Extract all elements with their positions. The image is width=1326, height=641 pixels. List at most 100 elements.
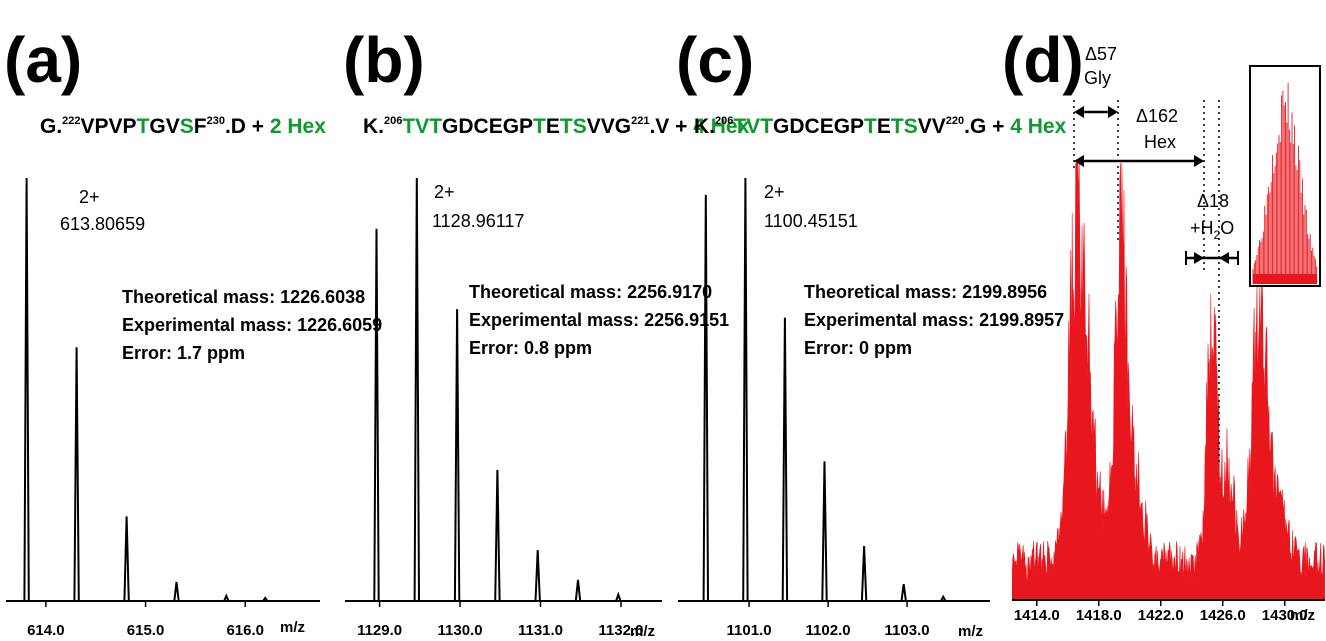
panel-b-ticks: 1129.0 1130.0 1131.0 1132.0: [357, 601, 643, 639]
inset-baseline: [1253, 274, 1317, 284]
sequence-part: 2 Hex: [270, 115, 326, 138]
sequence-part: 222: [62, 115, 80, 127]
x-tick-label: 1101.0: [727, 622, 772, 639]
inset-spectrum: [1252, 82, 1318, 284]
panel-a-spectrum: [6, 177, 320, 602]
x-tick-label: 1414.0: [1014, 607, 1060, 624]
sequence-part: S: [180, 115, 194, 138]
sequence-part: 220: [946, 115, 964, 127]
panel-d-ticks: 1414.0 1418.0 1422.0 1426.0 1430.0: [1014, 600, 1308, 624]
panel-c-sequence: K.206TVTGDCEGPTETSVV220.G + 4 Hex: [694, 115, 1067, 138]
panel-a-sequence: G.222VPVPTGVSF230.D + 2 Hex: [40, 115, 326, 138]
sequence-part: .V +: [649, 115, 693, 138]
sequence-part: T: [137, 115, 150, 138]
water-arrow: [1185, 251, 1239, 265]
sequence-part: E: [546, 115, 560, 138]
x-tick-label: 616.0: [226, 622, 264, 639]
sequence-part: GV: [149, 115, 179, 138]
panel-c-charge: 2+: [764, 182, 785, 202]
x-tick-label: 1418.0: [1076, 607, 1122, 624]
sequence-part: TS: [891, 115, 918, 138]
sequence-part: T: [429, 115, 442, 138]
panel-c-peak-mz: 1100.45151: [764, 211, 858, 231]
panel-a: (a) G.222VPVPTGVSF230.D + 2 Hex 614.0 615…: [4, 24, 382, 639]
sequence-part: 4 Hex: [693, 115, 749, 138]
panel-d: (d) 1414.0 1418.0 1422.0 1426.0 1430.0 m/z Δ…: [1002, 24, 1325, 624]
sequence-part: 206: [384, 115, 402, 127]
sequence-part: .G +: [964, 115, 1010, 138]
panel-b-charge: 2+: [434, 182, 455, 202]
x-tick-label: 1130.0: [438, 622, 483, 639]
water-delta: Δ18: [1197, 191, 1229, 211]
panel-a-peak-mz: 613.80659: [60, 214, 145, 234]
hex-delta: Δ162: [1136, 106, 1178, 126]
panel-a-charge: 2+: [79, 187, 100, 207]
sequence-part: F: [194, 115, 207, 138]
panel-b: (b) K.206TVTGDCEGPTETSVVG221.V + 4 Hex 1…: [343, 24, 750, 640]
panel-a-theoretical-mass: Theoretical mass: 1226.6038: [122, 287, 365, 307]
sequence-part: 4 Hex: [1010, 115, 1066, 138]
sequence-part: VVG: [587, 115, 631, 138]
sequence-part: T: [864, 115, 877, 138]
panel-b-xlabel: m/z: [630, 623, 655, 640]
sequence-part: 206: [715, 115, 733, 127]
panel-d-spectrum: [1012, 162, 1325, 600]
gly-arrow: [1074, 106, 1118, 118]
sequence-part: GDCEGP: [773, 115, 864, 138]
panel-b-label: (b): [343, 24, 425, 96]
sequence-part: TV: [402, 115, 429, 138]
sequence-part: T: [760, 115, 773, 138]
x-tick-label: 1129.0: [357, 622, 402, 639]
panel-b-sequence: K.206TVTGDCEGPTETSVVG221.V + 4 Hex: [363, 115, 750, 138]
hex-label: Hex: [1144, 132, 1176, 152]
sequence-part: TS: [560, 115, 587, 138]
panel-a-ticks: 614.0 615.0 616.0: [27, 601, 264, 639]
x-tick-label: 1132.0: [598, 622, 643, 639]
sequence-part: G.: [40, 115, 62, 138]
sequence-part: K.: [363, 115, 384, 138]
panel-b-experimental-mass: Experimental mass: 2256.9151: [469, 310, 729, 330]
panel-b-theoretical-mass: Theoretical mass: 2256.9170: [469, 282, 712, 302]
x-tick-label: 1426.0: [1200, 607, 1246, 624]
panel-a-xlabel: m/z: [280, 619, 305, 636]
hex-arrow: [1074, 155, 1204, 167]
panel-c-error: Error: 0 ppm: [804, 338, 912, 358]
sequence-part: E: [877, 115, 891, 138]
sequence-part: T: [533, 115, 546, 138]
water-label: +H2O: [1190, 218, 1234, 242]
panel-d-label: (d): [1002, 24, 1084, 96]
panel-a-error: Error: 1.7 ppm: [122, 343, 245, 363]
panel-b-spectrum: [345, 177, 662, 602]
sequence-part: VPVP: [81, 115, 137, 138]
panel-c-spectrum: [678, 177, 990, 602]
sequence-part: 221: [631, 115, 649, 127]
panel-a-label: (a): [4, 24, 82, 96]
x-tick-label: 615.0: [127, 622, 165, 639]
gly-delta: Δ57: [1085, 44, 1117, 64]
sequence-part: VV: [918, 115, 946, 138]
x-tick-label: 614.0: [27, 622, 65, 639]
panel-c-xlabel: m/z: [958, 623, 983, 640]
x-tick-label: 1102.0: [806, 622, 851, 639]
panel-c: (c) K.206TVTGDCEGPTETSVV220.G + 4 Hex 11…: [676, 24, 1067, 640]
sequence-part: 230: [207, 115, 225, 127]
x-tick-label: 1430.0: [1262, 607, 1308, 624]
panel-c-ticks: 1101.0 1102.0 1103.0: [727, 601, 930, 639]
gly-label: Gly: [1084, 68, 1111, 88]
panel-b-peak-mz: 1128.96117: [432, 211, 524, 231]
x-tick-label: 1131.0: [518, 622, 563, 639]
panel-c-theoretical-mass: Theoretical mass: 2199.8956: [804, 282, 1047, 302]
sequence-part: .D +: [225, 115, 270, 138]
panel-c-label: (c): [676, 24, 754, 96]
panel-c-experimental-mass: Experimental mass: 2199.8957: [804, 310, 1064, 330]
panel-a-experimental-mass: Experimental mass: 1226.6059: [122, 315, 382, 335]
x-tick-label: 1103.0: [885, 622, 930, 639]
sequence-part: TV: [733, 115, 760, 138]
panel-d-xlabel: m/z: [1290, 607, 1315, 624]
inset: [1249, 65, 1321, 287]
x-tick-label: 1422.0: [1138, 607, 1184, 624]
panel-b-error: Error: 0.8 ppm: [469, 338, 592, 358]
sequence-part: K.: [694, 115, 715, 138]
sequence-part: GDCEGP: [442, 115, 533, 138]
